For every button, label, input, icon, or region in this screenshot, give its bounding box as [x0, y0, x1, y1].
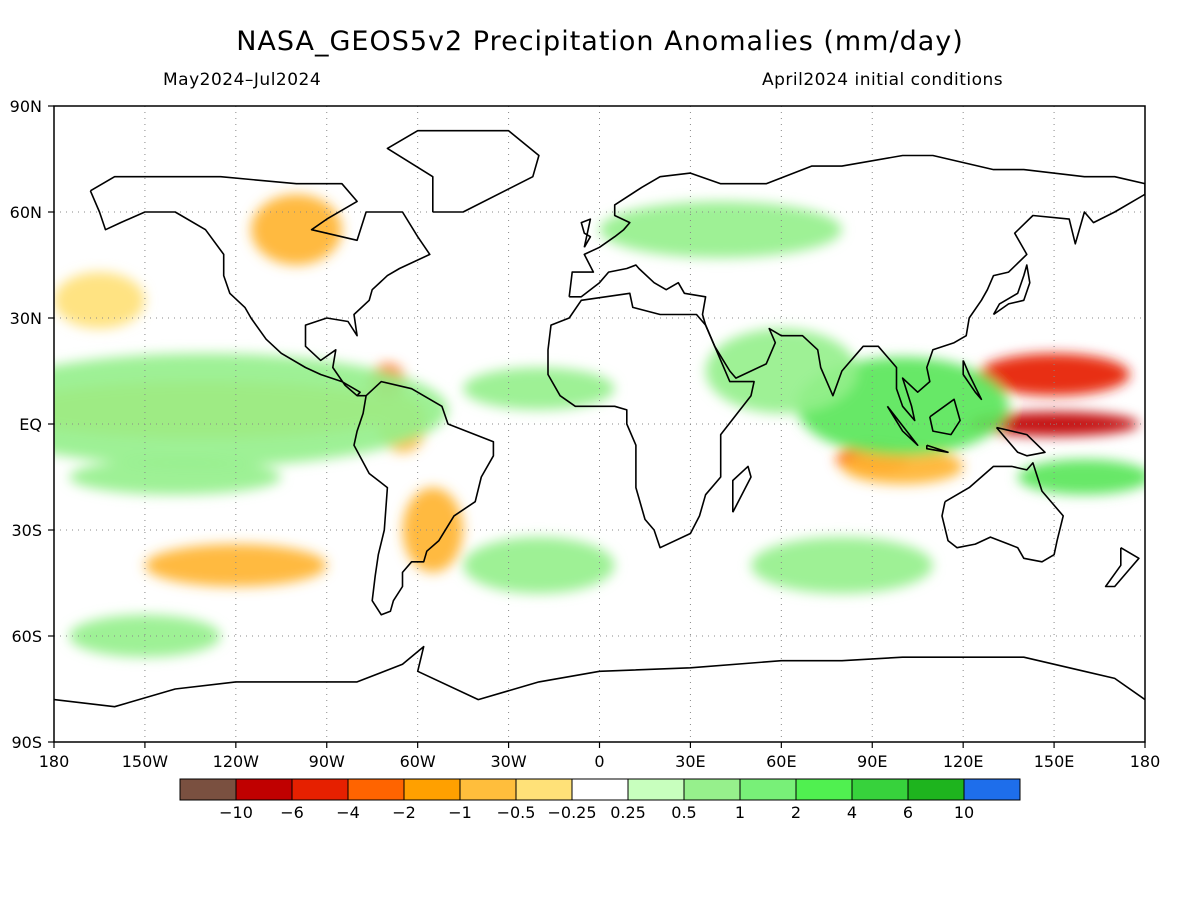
colorbar-label: 1 [735, 803, 745, 822]
lat-tick-label: 30S [11, 521, 42, 540]
anomaly-region-7 [841, 448, 964, 485]
coastline-11 [925, 444, 949, 454]
anomaly-region-19 [463, 537, 615, 594]
lon-tick-label: 180 [39, 752, 70, 771]
lon-tick-label: 60E [766, 752, 796, 771]
coastline-5 [54, 645, 1145, 708]
colorbar-swatch [291, 778, 349, 801]
colorbar-swatch [683, 778, 741, 801]
colorbar-label: 4 [847, 803, 857, 822]
colorbar-swatch [851, 778, 909, 801]
lat-tick-label: 60S [11, 627, 42, 646]
coastline-7 [580, 218, 592, 248]
coastline-13 [995, 426, 1046, 457]
lon-tick-label: 30E [675, 752, 705, 771]
anomaly-region-18 [751, 537, 933, 594]
lon-tick-label: 30W [490, 752, 526, 771]
coastline-14 [1104, 547, 1140, 588]
colorbar-swatch [459, 778, 517, 801]
lon-tick-label: 120E [943, 752, 984, 771]
lon-tick-label: 0 [594, 752, 604, 771]
lon-tick-label: 180 [1130, 752, 1161, 771]
colorbar-label: −2 [392, 803, 416, 822]
lon-tick-label: 120W [213, 752, 260, 771]
lon-tick-label: 90E [857, 752, 887, 771]
anomaly-region-15 [705, 328, 858, 414]
lon-tick-label: 90W [309, 752, 345, 771]
colorbar-label: 0.25 [610, 803, 646, 822]
anomaly-region-8 [144, 544, 327, 587]
anomaly-region-21 [1017, 459, 1145, 495]
coastline-15 [962, 360, 983, 401]
anomaly-region-12 [54, 272, 145, 329]
coastline-0 [89, 175, 431, 397]
lat-tick-label: EQ [19, 415, 42, 434]
colorbar-swatch [347, 778, 405, 801]
anomaly-region-11 [250, 194, 342, 265]
colorbar-label: −1 [448, 803, 472, 822]
chart-title: NASA_GEOS5v2 Precipitation Anomalies (mm… [236, 26, 964, 57]
colorbar-label: 10 [954, 803, 974, 822]
coastline-2 [547, 292, 755, 549]
lat-tick-label: 60N [10, 203, 42, 222]
lon-tick-label: 150E [1034, 752, 1075, 771]
colorbar-label: −10 [219, 803, 253, 822]
colorbar-swatch [907, 778, 965, 801]
anomaly-region-2 [978, 353, 1130, 396]
colorbar-label: −0.5 [497, 803, 536, 822]
colorbar-swatch [403, 778, 461, 801]
lat-tick-label: 90S [11, 733, 42, 752]
coastline-4 [941, 462, 1064, 563]
colorbar-swatch [963, 778, 1021, 801]
colorbar-swatch [571, 778, 629, 801]
coastline-9 [992, 264, 1031, 316]
colorbar-label: −4 [336, 803, 360, 822]
colorbar-label: 2 [791, 803, 801, 822]
colorbar-swatch [235, 778, 293, 801]
colorbar-swatch [515, 778, 573, 801]
coastline-12 [929, 398, 961, 436]
colorbar-swatch [739, 778, 797, 801]
lon-tick-label: 60W [400, 752, 436, 771]
colorbar: −10 −6 −4 −2 −1 −0.5 −0.25 0.25 0.5 1 2 4 6 10 [179, 778, 1021, 822]
lat-tick-label: 30N [10, 309, 42, 328]
anomaly-region-16 [599, 201, 842, 258]
colorbar-label: −6 [280, 803, 304, 822]
valid-period: May2024–Jul2024 [163, 70, 322, 90]
coastline-1 [353, 380, 495, 616]
colorbar-swatch [179, 778, 237, 801]
grid-lines [54, 106, 1145, 742]
coastline-10 [886, 405, 919, 447]
anomaly-region-17 [463, 367, 615, 410]
colorbar-swatch [627, 778, 685, 801]
colorbar-swatch [795, 778, 853, 801]
coastline-6 [386, 129, 540, 213]
lon-tick-label: 150W [122, 752, 169, 771]
coastlines [54, 129, 1145, 708]
longitude-axis: 180 150W 120W 90W 60W 30W 0 30E 60E 90E 120E 150E 18… [39, 742, 1161, 771]
colorbar-label: 0.5 [671, 803, 696, 822]
anomaly-region-13 [54, 353, 448, 467]
initial-conditions: April2024 initial conditions [762, 70, 1004, 90]
coastline-3 [568, 154, 1145, 422]
colorbar-label: 6 [903, 803, 913, 822]
coastline-8 [731, 465, 752, 513]
lat-tick-label: 90N [10, 97, 42, 116]
colorbar-label: −0.25 [547, 803, 596, 822]
anomaly-region-22 [69, 459, 282, 495]
latitude-axis: 90N 60N 30N EQ 30S 60S 90S [10, 97, 54, 752]
